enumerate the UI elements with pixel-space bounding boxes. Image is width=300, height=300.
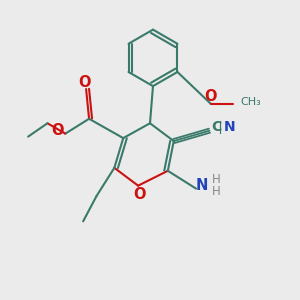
Text: CH₃: CH₃ — [241, 97, 261, 107]
Text: O: O — [52, 123, 64, 138]
Text: N: N — [196, 178, 208, 193]
Text: N: N — [224, 120, 235, 134]
Text: O: O — [78, 75, 91, 90]
Text: O: O — [133, 187, 145, 202]
Text: H: H — [212, 172, 220, 186]
Text: C: C — [211, 120, 221, 134]
Text: H: H — [212, 185, 220, 198]
Text: O: O — [205, 89, 217, 104]
